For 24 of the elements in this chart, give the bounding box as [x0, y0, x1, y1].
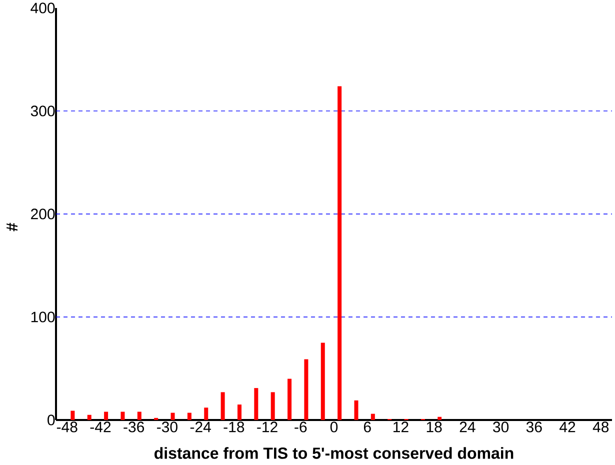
y-axis-title: # — [6, 222, 18, 232]
x-tick-label: -18 — [224, 422, 244, 432]
x-tick-label: 24 — [460, 422, 476, 432]
x-tick-label: 6 — [364, 422, 371, 432]
x-tick-label: 48 — [592, 422, 609, 432]
x-tick-label: 18 — [426, 422, 442, 432]
y-tick-label: 400 — [30, 2, 55, 14]
x-tick-label: 36 — [526, 422, 542, 432]
x-tick-label: -36 — [124, 422, 144, 432]
x-axis-title: distance from TIS to 5'-most conserved domain — [154, 447, 514, 459]
x-tick-label: -30 — [157, 422, 178, 432]
x-tick-label: -6 — [294, 422, 307, 432]
x-tick-label: -24 — [190, 422, 211, 432]
x-tick-label: 30 — [493, 422, 509, 432]
x-tick-label: -48 — [56, 422, 78, 432]
y-tick-label: 200 — [31, 208, 55, 220]
x-tick-label: 12 — [394, 422, 408, 432]
y-tick-label: 300 — [30, 106, 55, 116]
x-tick-label: -12 — [257, 422, 278, 432]
y-tick-label: 0 — [48, 414, 55, 426]
x-tick-label: 42 — [560, 422, 576, 432]
y-tick-label: 100 — [31, 312, 55, 322]
x-tick-label: -42 — [90, 422, 111, 432]
x-tick-label: 0 — [330, 422, 338, 432]
